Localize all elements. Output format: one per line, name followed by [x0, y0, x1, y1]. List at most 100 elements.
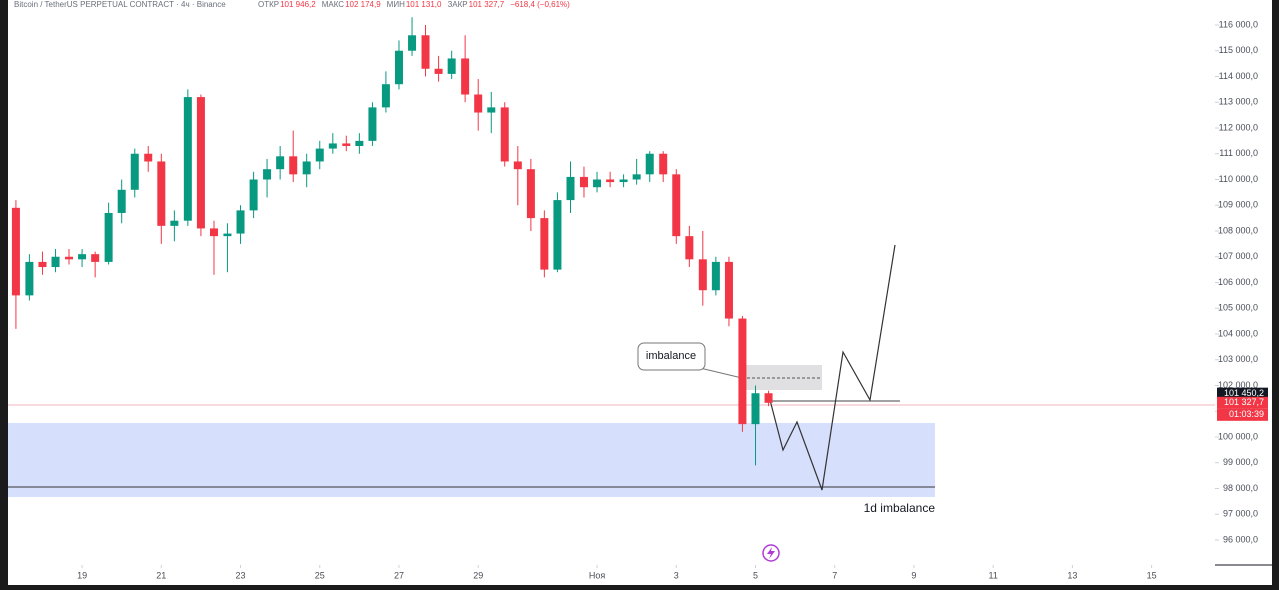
x-tick-label: 23 [236, 570, 246, 580]
candle-body [104, 212, 113, 262]
candle-body [698, 259, 707, 291]
y-tick-label: 108 000,0 [1218, 225, 1258, 235]
candle-body [263, 169, 272, 180]
candle-body [276, 156, 285, 170]
candle-body [368, 107, 377, 141]
y-tick-label: 99 000,0 [1223, 457, 1258, 467]
x-tick-label: 29 [473, 570, 483, 580]
symbol-title: Bitcoin / TetherUS PERPETUAL CONTRACT · … [14, 0, 226, 9]
ohlc-header: ОТКР 101 946,2 МАКС 102 174,9 МИН 101 131,0 ЗА… [258, 0, 570, 9]
candle-body [724, 261, 733, 319]
candle-body [315, 148, 324, 162]
candle-body [223, 233, 232, 237]
x-tick-label: 7 [832, 570, 837, 580]
candle-body [144, 153, 153, 162]
chart-background [8, 0, 1272, 585]
candle-body [447, 58, 456, 74]
candle-body [474, 94, 483, 113]
candle-body [394, 50, 403, 85]
imbalance-zone [8, 423, 935, 497]
candle-body [342, 143, 351, 147]
x-tick-label: 21 [156, 570, 166, 580]
ohlc-value: 101 327,7 [469, 0, 505, 9]
candle-body [566, 176, 575, 201]
ohlc-label: ОТКР [258, 0, 279, 9]
y-tick-label: 116 000,0 [1219, 19, 1258, 29]
candle-body [302, 161, 311, 175]
change: −618,4 (−0,61%) [510, 0, 570, 9]
candle-body [645, 153, 654, 175]
candle-body [540, 218, 549, 270]
ohlc-value: 102 174,9 [345, 0, 381, 9]
x-tick-label: 25 [315, 570, 325, 580]
candle-body [209, 228, 218, 237]
candle-body [78, 254, 87, 260]
candle-body [579, 176, 588, 188]
y-tick-label: 115 000,0 [1219, 45, 1258, 55]
y-tick-label: 102 000,0 [1218, 380, 1258, 390]
y-tick-label: 104 000,0 [1218, 328, 1258, 338]
ohlc-value: 101 946,2 [280, 0, 316, 9]
candle-body [738, 318, 747, 425]
candle-body [355, 140, 364, 147]
y-tick-label: 109 000,0 [1218, 200, 1258, 210]
callout-pointer [699, 367, 743, 379]
candle-body [619, 179, 628, 183]
candle-body [65, 256, 74, 260]
y-tick-label: 107 000,0 [1218, 251, 1258, 261]
price-tag [1217, 387, 1268, 400]
candle-body [461, 58, 470, 95]
candle-body [25, 261, 34, 296]
candle-body [170, 220, 179, 226]
candle-body [434, 68, 443, 74]
ohlc-label: ЗАКР [447, 0, 467, 9]
candle-body [553, 200, 562, 270]
candle-body [513, 161, 522, 170]
candle-body [328, 143, 337, 149]
y-tick-label: 96 000,0 [1223, 534, 1258, 544]
candle-body [196, 97, 205, 229]
candle-body [236, 210, 245, 234]
y-tick-label: 111 000,0 [1219, 148, 1258, 158]
y-tick-label: 110 000,0 [1219, 174, 1258, 184]
x-tick-label: 15 [1147, 570, 1157, 580]
candle-body [711, 261, 720, 291]
price-tag-label: 101 327,7 [1224, 397, 1264, 407]
candle-body [51, 256, 60, 268]
candle-body [183, 97, 192, 221]
candle-body [659, 153, 668, 175]
y-tick-label: 103 000,0 [1218, 354, 1258, 364]
candle-body [487, 107, 496, 113]
ohlc-label: МИН [387, 0, 405, 9]
zone-label: 1d imbalance [864, 501, 936, 515]
countdown: 01:03:39 [1229, 409, 1264, 419]
candle-body [11, 207, 20, 296]
x-tick-label: 11 [988, 570, 997, 580]
candle-body [408, 35, 417, 51]
y-tick-label: 106 000,0 [1218, 277, 1258, 287]
candle-body [764, 393, 773, 403]
candle-body [685, 236, 694, 260]
x-tick-label: 13 [1067, 570, 1077, 580]
y-tick-label: 105 000,0 [1218, 303, 1258, 313]
ohlc-value: 101 131,0 [406, 0, 442, 9]
x-tick-label: 9 [911, 570, 916, 580]
candle-body [38, 261, 47, 268]
price-tag [1217, 396, 1268, 409]
candle-body [117, 189, 126, 213]
projection-path [769, 244, 896, 491]
y-tick-label: 97 000,0 [1223, 509, 1258, 519]
y-tick-label: 113 000,0 [1219, 97, 1258, 107]
price-tag-label: 101 450,2 [1224, 388, 1264, 398]
candle-body [593, 179, 602, 188]
x-tick-label: 27 [394, 570, 404, 580]
y-tick-label: 114 000,0 [1219, 71, 1258, 81]
candle-body [157, 161, 166, 226]
event-icon-glyph [767, 547, 775, 559]
y-tick-label: 100 000,0 [1218, 431, 1258, 441]
candle-body [249, 179, 258, 211]
x-tick-label: 19 [77, 570, 87, 580]
ohlc-label: МАКС [322, 0, 345, 9]
